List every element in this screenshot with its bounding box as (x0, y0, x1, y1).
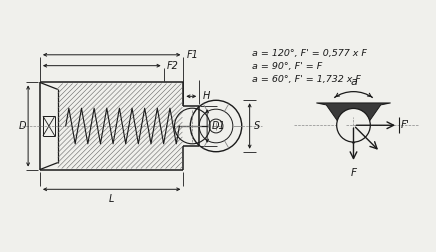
Circle shape (337, 108, 370, 142)
Text: a = 90°, F' = F: a = 90°, F' = F (252, 62, 322, 71)
Text: a = 60°, F' = 1,732 x F: a = 60°, F' = 1,732 x F (252, 75, 361, 84)
Text: F1: F1 (186, 50, 198, 60)
Text: D1: D1 (212, 121, 226, 131)
Text: F': F' (401, 120, 410, 130)
Text: D: D (18, 121, 26, 131)
Text: L: L (109, 194, 114, 204)
Text: H: H (203, 91, 211, 101)
Text: F2: F2 (167, 61, 178, 71)
Text: F: F (351, 168, 357, 178)
Text: a: a (350, 77, 357, 87)
Text: S: S (254, 121, 260, 131)
Polygon shape (317, 103, 391, 144)
Text: a = 120°, F' = 0,577 x F: a = 120°, F' = 0,577 x F (252, 49, 367, 58)
